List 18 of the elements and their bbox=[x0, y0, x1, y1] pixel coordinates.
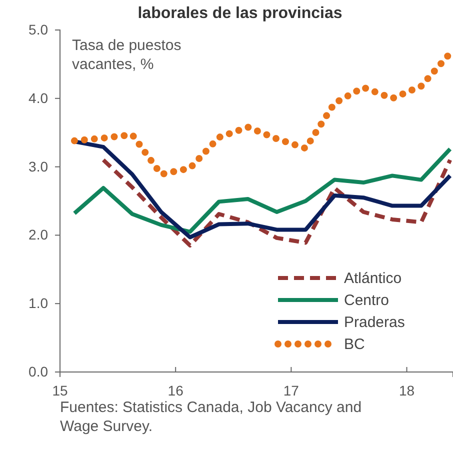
y-tick-label: 5.0 bbox=[28, 21, 48, 38]
x-tick-label: 18 bbox=[398, 382, 415, 398]
y-tick-label: 3.0 bbox=[28, 158, 48, 174]
chart-title: laborales de las provincias bbox=[138, 5, 342, 22]
y-tick-label: 0.0 bbox=[28, 363, 48, 380]
y-tick-label: 1.0 bbox=[28, 295, 48, 312]
y-tick-label: 2.0 bbox=[28, 226, 48, 243]
source-note: Fuentes: Statistics Canada, Job Vacancy and Wage Survey. bbox=[60, 399, 362, 435]
legend-label: Atlántico bbox=[344, 270, 402, 287]
x-tick-label: 17 bbox=[283, 382, 300, 398]
x-tick-label: 15 bbox=[52, 382, 68, 398]
y-tick-label: 4.0 bbox=[28, 90, 48, 106]
x-tick-label: 16 bbox=[168, 382, 184, 398]
y-axis-title: Tasa de puestos vacantes, % bbox=[72, 37, 182, 73]
legend-label: Centro bbox=[344, 292, 390, 309]
legend-label: Praderas bbox=[344, 314, 405, 331]
line-series bbox=[101, 158, 452, 248]
legend-label: BC bbox=[344, 336, 366, 353]
